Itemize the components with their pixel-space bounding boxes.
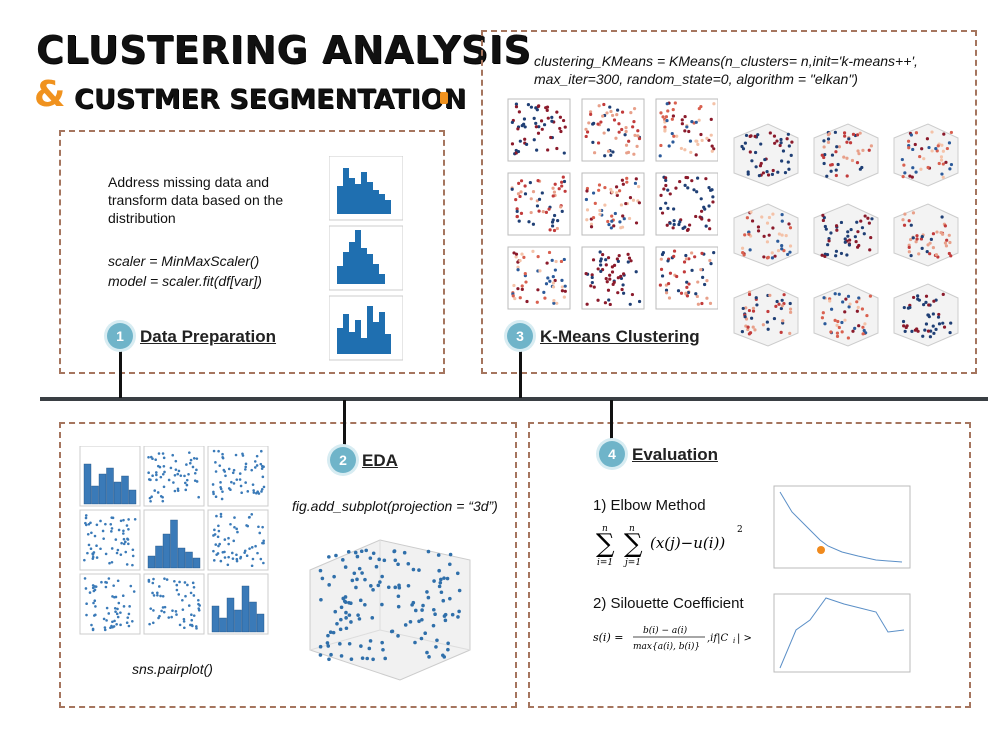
svg-text:2: 2 [737, 525, 743, 535]
badge-1: 1 [107, 323, 133, 349]
kmeans-box [481, 30, 977, 374]
section-title-3: K-Means Clustering [540, 327, 700, 346]
badge-2: 2 [330, 447, 356, 473]
svg-text:∑: ∑ [624, 529, 643, 559]
svg-text:,if|C: ,if|C [707, 633, 728, 644]
silhouette-formula: s(i) = b(i) − a(i) max{a(i), b(i)} ,if|C… [593, 625, 753, 652]
section-title-1: Data Preparation [140, 327, 277, 346]
badge-4: 4 [599, 441, 625, 467]
prep-description: Address missing data and transform data … [108, 174, 284, 226]
histogram-thumbnails [329, 156, 403, 361]
kmeans-code-2: max_iter=300, random_state=0, algorithm … [534, 71, 858, 87]
connector-3 [519, 346, 522, 398]
pairplot-caption: sns.pairplot() [132, 661, 213, 677]
prep-code-1: scaler = MinMaxScaler() [108, 253, 260, 269]
svg-text:∑: ∑ [596, 529, 615, 559]
svg-text:| > 1: | > 1 [737, 633, 753, 644]
svg-text:max{a(i), b(i)}: max{a(i), b(i)} [633, 641, 700, 652]
prep-code-2: model = scaler.fit(df[var]) [108, 273, 262, 289]
badge-3: 3 [507, 323, 533, 349]
svg-text:j=1: j=1 [623, 558, 641, 568]
orange-dot [440, 92, 448, 104]
elbow-label: 1) Elbow Method [593, 497, 706, 514]
kmeans-code-1: clustering_KMeans = KMeans(n_clusters= n… [534, 53, 918, 69]
section-title-2: EDA [362, 451, 398, 470]
cluster-scatter-grid [507, 98, 718, 310]
svg-text:(x(j)−u(i)): (x(j)−u(i)) [650, 534, 725, 552]
evaluation-box [528, 422, 971, 708]
subtitle: CUSTMER SEGMENTATION [74, 84, 467, 115]
svg-text:n: n [602, 524, 608, 534]
svg-text:i: i [733, 637, 735, 645]
eda-box [59, 422, 517, 708]
svg-text:n: n [629, 524, 635, 534]
pairplot-grid [79, 446, 269, 635]
silhouette-chart [773, 593, 911, 673]
ampersand: & [34, 74, 66, 115]
timeline [40, 397, 988, 401]
silhouette-label: 2) Silouette Coefficient [593, 595, 744, 612]
eda-code: fig.add_subplot(projection = “3d”) [292, 498, 498, 514]
section-title-4: Evaluation [632, 445, 718, 464]
cluster-3d-grid [733, 123, 959, 347]
connector-1 [119, 346, 122, 398]
svg-text:b(i) − a(i): b(i) − a(i) [643, 625, 688, 636]
main-title: CLUSTERING ANALYSIS [36, 28, 532, 72]
connector-4 [610, 400, 613, 446]
data-prep-box [59, 130, 445, 374]
scatter-3d [309, 539, 471, 681]
elbow-formula: ∑ ∑ n n i=1 j=1 (x(j)−u(i)) 2 [596, 524, 743, 568]
elbow-chart [773, 485, 911, 569]
svg-text:i=1: i=1 [597, 558, 613, 568]
connector-2 [343, 400, 346, 448]
svg-text:s(i) =: s(i) = [593, 631, 623, 644]
